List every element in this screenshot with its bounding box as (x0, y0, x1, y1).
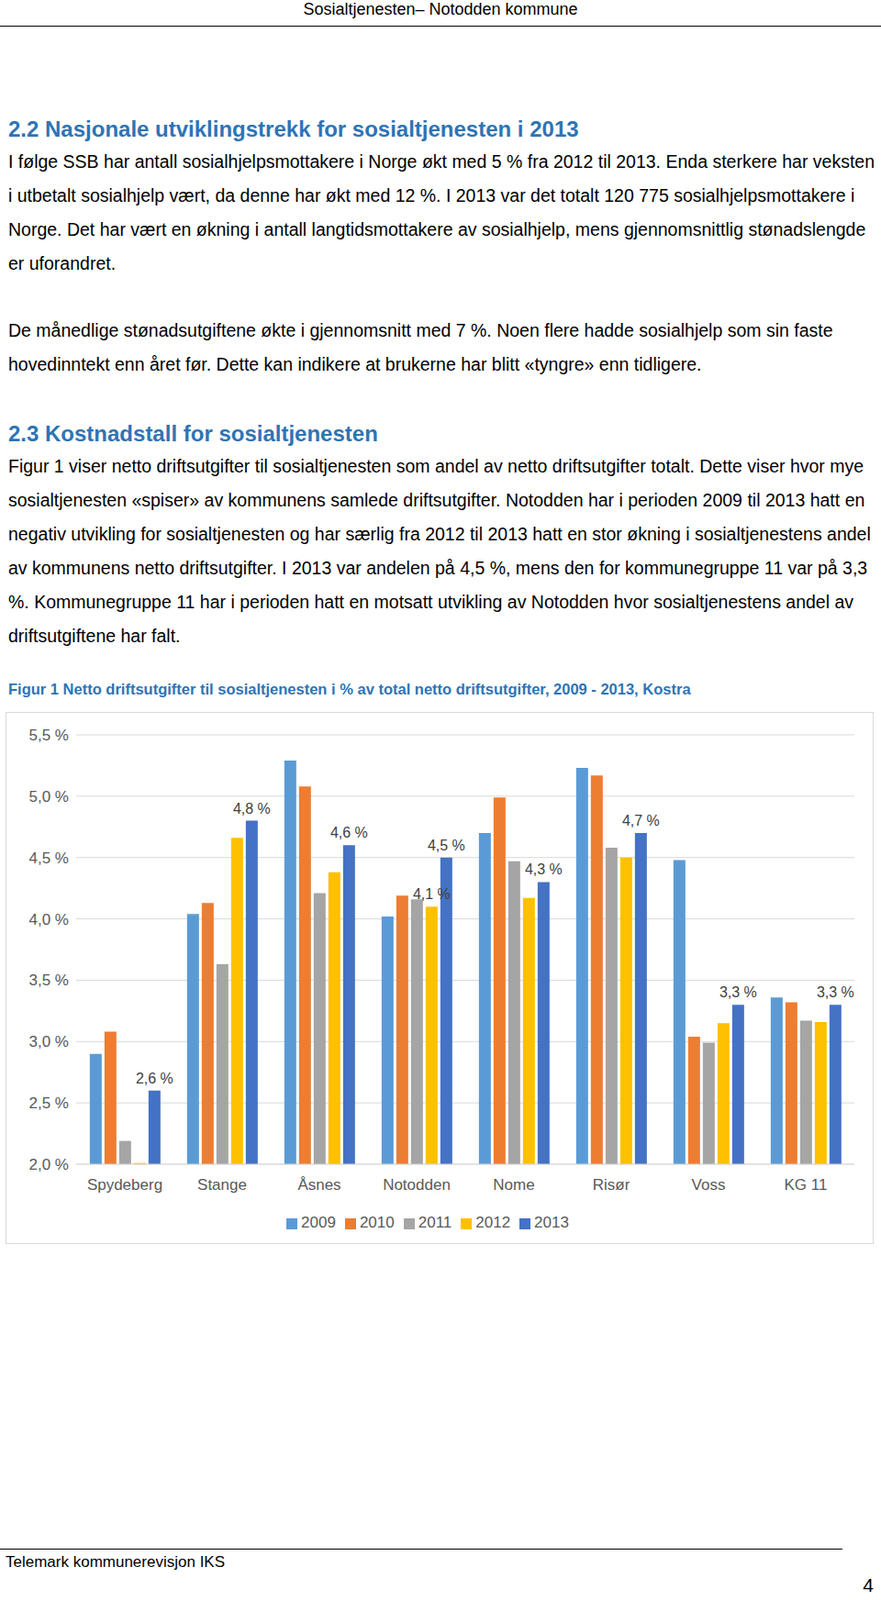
svg-text:2,0 %: 2,0 % (29, 1156, 69, 1174)
svg-text:Stange: Stange (197, 1176, 247, 1194)
html-text:2011: 2011 (418, 1214, 452, 1232)
svg-text:2,5 %: 2,5 % (29, 1094, 69, 1113)
svg-text:Nome: Nome (492, 1176, 535, 1194)
html-text:2009: 2009 (301, 1214, 336, 1232)
svg-text:3,5 %: 3,5 % (29, 971, 69, 990)
html-text:Figur 1 viser netto driftsutgi: Figur 1 viser netto driftsutgifter til s… (8, 456, 871, 647)
svg-text:3,3 %: 3,3 % (816, 984, 855, 1001)
html-text:Figur 1 Netto driftsutgifter t: Figur 1 Netto driftsutgifter til sosialt… (8, 680, 691, 698)
html-text:Sosialtjenesten– Notodden komm: Sosialtjenesten– Notodden kommune (303, 0, 578, 19)
svg-text:Åsnes: Åsnes (297, 1176, 341, 1194)
svg-text:4,5 %: 4,5 % (29, 849, 69, 868)
svg-text:KG 11: KG 11 (784, 1176, 828, 1194)
html-text:4: 4 (862, 1574, 874, 1596)
html-text:2.2 Nasjonale utviklingstrekk: 2.2 Nasjonale utviklingstrekk for sosial… (8, 116, 579, 142)
svg-text:2,6 %: 2,6 % (135, 1070, 174, 1087)
svg-text:4,5 %: 4,5 % (427, 837, 466, 854)
html-text:I følge SSB har antall sosialh: I følge SSB har antall sosialhjelpsmotta… (8, 151, 875, 274)
html-text:2012: 2012 (475, 1214, 511, 1232)
svg-text:4,0 %: 4,0 % (29, 911, 69, 929)
svg-text:4,7 %: 4,7 % (622, 813, 660, 829)
svg-text:Voss: Voss (691, 1176, 726, 1194)
svg-text:4,1 %: 4,1 % (412, 886, 451, 903)
svg-text:3,3 %: 3,3 % (719, 984, 758, 1001)
svg-text:4,8 %: 4,8 % (233, 801, 271, 817)
svg-text:4,6 %: 4,6 % (330, 825, 369, 841)
svg-text:Risør: Risør (592, 1176, 631, 1194)
svg-text:3,0 %: 3,0 % (29, 1033, 69, 1051)
svg-text:Spydeberg: Spydeberg (87, 1176, 163, 1194)
html-text:2.3 Kostnadstall for sosialtje: 2.3 Kostnadstall for sosialtjenesten (8, 421, 378, 447)
html-text:De månedlige stønadsutgiftene: De månedlige stønadsutgiftene økte i gje… (8, 320, 833, 375)
html-text:Telemark kommunerevisjon IKS: Telemark kommunerevisjon IKS (5, 1553, 225, 1572)
html-text:2010: 2010 (359, 1214, 395, 1232)
html-text:2013: 2013 (534, 1214, 569, 1232)
svg-text:5,0 %: 5,0 % (29, 788, 69, 806)
svg-text:5,5 %: 5,5 % (29, 726, 69, 745)
svg-text:Notodden: Notodden (382, 1176, 451, 1194)
svg-text:4,3 %: 4,3 % (524, 861, 563, 878)
